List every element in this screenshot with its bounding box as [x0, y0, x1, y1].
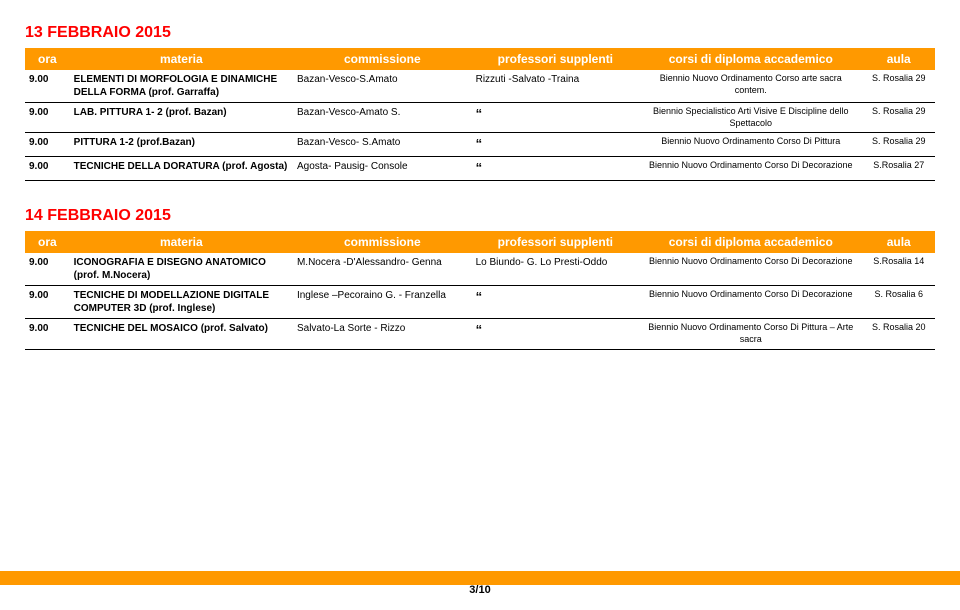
cell-corsi: Biennio Nuovo Ordinamento Corso Di Decor… — [639, 157, 862, 181]
th-prof: professori supplenti — [472, 48, 639, 70]
cell-aula: S. Rosalia 29 — [862, 103, 935, 133]
cell-ora: 9.00 — [25, 133, 70, 157]
cell-corsi: Biennio Nuovo Ordinamento Corso Di Decor… — [639, 286, 862, 319]
table-row: 9.00ELEMENTI DI MORFOLOGIA E DINAMICHE D… — [25, 70, 935, 103]
page-number: 3/10 — [0, 584, 960, 596]
cell-ora: 9.00 — [25, 70, 70, 103]
cell-aula: S. Rosalia 29 — [862, 133, 935, 157]
cell-prof: “ — [472, 157, 639, 181]
cell-prof: Rizzuti -Salvato -Traina — [472, 70, 639, 103]
table-1: ora materia commissione professori suppl… — [25, 48, 935, 181]
table-2: ora materia commissione professori suppl… — [25, 231, 935, 349]
cell-corsi: Biennio Specialistico Arti Visive E Disc… — [639, 103, 862, 133]
table-row: 9.00LAB. PITTURA 1- 2 (prof. Bazan)Bazan… — [25, 103, 935, 133]
cell-prof: “ — [472, 286, 639, 319]
cell-materia: TECNICHE DI MODELLAZIONE DIGITALE COMPUT… — [70, 286, 293, 319]
cell-corsi: Biennio Nuovo Ordinamento Corso Di Pittu… — [639, 133, 862, 157]
footer-bar — [0, 571, 960, 585]
cell-materia: LAB. PITTURA 1- 2 (prof. Bazan) — [70, 103, 293, 133]
cell-ora: 9.00 — [25, 103, 70, 133]
cell-commissione: Bazan-Vesco- S.Amato — [293, 133, 472, 157]
th-aula: aula — [862, 231, 935, 253]
table-row: 9.00TECNICHE DEL MOSAICO (prof. Salvato)… — [25, 319, 935, 349]
cell-materia: TECNICHE DELLA DORATURA (prof. Agosta) — [70, 157, 293, 181]
th-materia: materia — [70, 231, 293, 253]
cell-aula: S. Rosalia 29 — [862, 70, 935, 103]
cell-prof: “ — [472, 103, 639, 133]
th-ora: ora — [25, 48, 70, 70]
cell-prof: “ — [472, 319, 639, 349]
table-header-row: ora materia commissione professori suppl… — [25, 48, 935, 70]
cell-commissione: Salvato-La Sorte - Rizzo — [293, 319, 472, 349]
table-row: 9.00TECNICHE DELLA DORATURA (prof. Agost… — [25, 157, 935, 181]
th-materia: materia — [70, 48, 293, 70]
cell-commissione: Agosta- Pausig- Console — [293, 157, 472, 181]
cell-commissione: M.Nocera -D'Alessandro- Genna — [293, 253, 472, 286]
cell-commissione: Bazan-Vesco-Amato S. — [293, 103, 472, 133]
cell-materia: PITTURA 1-2 (prof.Bazan) — [70, 133, 293, 157]
cell-aula: S.Rosalia 27 — [862, 157, 935, 181]
table-row: 9.00PITTURA 1-2 (prof.Bazan)Bazan-Vesco-… — [25, 133, 935, 157]
cell-materia: ELEMENTI DI MORFOLOGIA E DINAMICHE DELLA… — [70, 70, 293, 103]
cell-ora: 9.00 — [25, 286, 70, 319]
th-prof: professori supplenti — [472, 231, 639, 253]
cell-corsi: Biennio Nuovo Ordinamento Corso arte sac… — [639, 70, 862, 103]
cell-commissione: Inglese –Pecoraino G. - Franzella — [293, 286, 472, 319]
section-2-title: 14 FEBBRAIO 2015 — [25, 207, 935, 225]
th-corsi: corsi di diploma accademico — [639, 48, 862, 70]
cell-aula: S. Rosalia 20 — [862, 319, 935, 349]
cell-corsi: Biennio Nuovo Ordinamento Corso Di Pittu… — [639, 319, 862, 349]
cell-ora: 9.00 — [25, 253, 70, 286]
table-row: 9.00ICONOGRAFIA E DISEGNO ANATOMICO (pro… — [25, 253, 935, 286]
cell-materia: TECNICHE DEL MOSAICO (prof. Salvato) — [70, 319, 293, 349]
cell-materia: ICONOGRAFIA E DISEGNO ANATOMICO (prof. M… — [70, 253, 293, 286]
page-footer: 3/10 — [0, 571, 960, 596]
cell-corsi: Biennio Nuovo Ordinamento Corso Di Decor… — [639, 253, 862, 286]
th-corsi: corsi di diploma accademico — [639, 231, 862, 253]
th-aula: aula — [862, 48, 935, 70]
cell-ora: 9.00 — [25, 157, 70, 181]
cell-prof: “ — [472, 133, 639, 157]
cell-aula: S. Rosalia 6 — [862, 286, 935, 319]
th-ora: ora — [25, 231, 70, 253]
cell-prof: Lo Biundo- G. Lo Presti-Oddo — [472, 253, 639, 286]
section-1-title: 13 FEBBRAIO 2015 — [25, 24, 935, 42]
cell-commissione: Bazan-Vesco-S.Amato — [293, 70, 472, 103]
cell-aula: S.Rosalia 14 — [862, 253, 935, 286]
th-commissione: commissione — [293, 48, 472, 70]
cell-ora: 9.00 — [25, 319, 70, 349]
table-row: 9.00TECNICHE DI MODELLAZIONE DIGITALE CO… — [25, 286, 935, 319]
th-commissione: commissione — [293, 231, 472, 253]
table-header-row: ora materia commissione professori suppl… — [25, 231, 935, 253]
